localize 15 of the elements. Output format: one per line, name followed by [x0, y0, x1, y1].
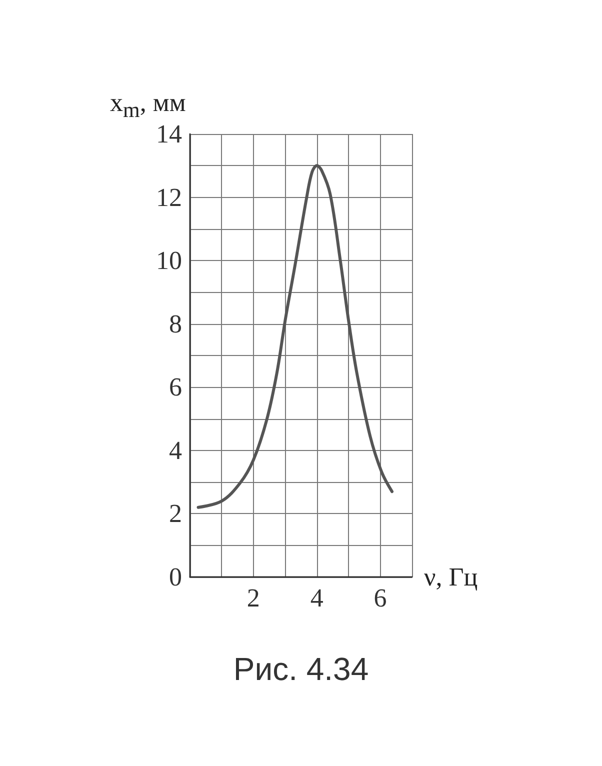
y-axis-title: x$_{m}$, мм — [110, 88, 186, 122]
x-tick-label: 6 — [374, 584, 387, 612]
text: Рис. 4.34 — [233, 651, 369, 687]
line-series — [196, 164, 394, 509]
x-tick-label: 2 — [246, 584, 260, 612]
y-tick-label: 0 — [169, 562, 182, 592]
x-tick-label: 4 — [310, 584, 324, 612]
y-tick-label: 10 — [156, 246, 182, 276]
y-tick-label: 14 — [156, 120, 182, 148]
y-tick-label: 8 — [169, 309, 182, 338]
x-axis-title: ν, Гц — [424, 562, 478, 592]
y-tick-label: 12 — [156, 182, 182, 212]
y-tick-label: 2 — [169, 499, 182, 528]
y-tick-label: 6 — [169, 372, 182, 402]
y-tick-label: 4 — [169, 436, 182, 465]
